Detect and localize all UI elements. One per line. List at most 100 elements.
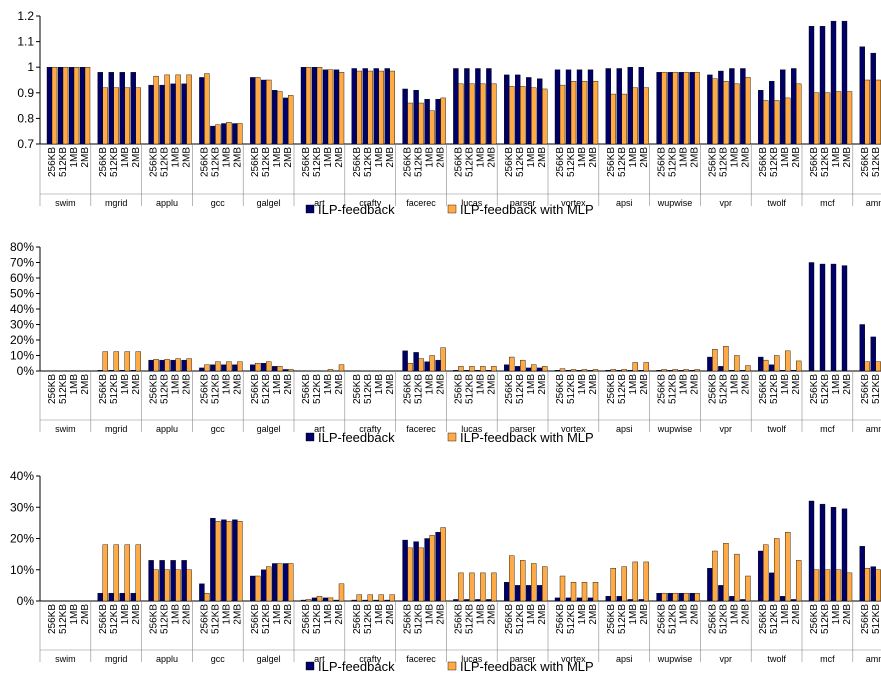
- group-label: twolf: [767, 654, 786, 664]
- bar: [469, 572, 475, 602]
- bar: [210, 125, 216, 145]
- x-tick-label: 256KB: [250, 147, 261, 177]
- legend-swatch: [447, 661, 457, 671]
- x-tick-label: 256KB: [98, 374, 109, 404]
- bar: [170, 560, 176, 602]
- bar: [407, 102, 413, 145]
- bar: [780, 370, 786, 372]
- x-tick-label: 256KB: [504, 147, 515, 177]
- bar: [632, 561, 638, 602]
- bar: [338, 583, 345, 602]
- x-tick-label: 512KB: [515, 604, 526, 634]
- bar: [723, 346, 729, 372]
- bar: [288, 369, 294, 372]
- x-tick-label: 512KB: [58, 147, 69, 177]
- x-tick-label: 256KB: [199, 604, 210, 634]
- bar: [153, 569, 159, 602]
- legend-label: ILP-feedback: [318, 430, 395, 445]
- x-tick-label: 256KB: [860, 147, 871, 177]
- x-tick-label: 256KB: [758, 147, 769, 177]
- x-tick-label: 512KB: [414, 604, 425, 634]
- bar: [204, 364, 210, 372]
- bar: [491, 366, 497, 372]
- bar: [175, 569, 181, 602]
- bar: [638, 66, 644, 145]
- x-tick-label: 256KB: [606, 147, 617, 177]
- bar: [526, 367, 532, 372]
- x-tick-label: 2MB: [588, 147, 599, 168]
- x-tick-label: 512KB: [566, 147, 577, 177]
- bar: [221, 123, 227, 145]
- bar: [480, 83, 486, 145]
- bar: [175, 358, 181, 372]
- group-label: lucas: [461, 198, 483, 208]
- x-tick-label: 512KB: [414, 147, 425, 177]
- x-tick-label: 512KB: [617, 147, 628, 177]
- bar: [249, 364, 256, 372]
- bar: [729, 370, 735, 372]
- x-tick-label: 512KB: [261, 147, 272, 177]
- x-tick-label: 256KB: [758, 604, 769, 634]
- x-tick-label: 1MB: [69, 604, 80, 625]
- x-tick-label: 2MB: [436, 604, 447, 625]
- bar: [616, 596, 622, 602]
- group-label: apsi: [616, 654, 633, 664]
- bar: [164, 74, 170, 145]
- bar: [148, 84, 154, 145]
- bar: [565, 370, 572, 372]
- x-tick-label: 256KB: [504, 374, 515, 404]
- bar: [616, 370, 622, 372]
- bar: [763, 359, 769, 372]
- x-tick-label: 1MB: [679, 604, 690, 625]
- bar: [311, 597, 318, 602]
- bar: [621, 566, 627, 602]
- bar: [322, 597, 329, 602]
- bar: [718, 366, 724, 372]
- x-tick-label: 1MB: [425, 374, 436, 395]
- bar: [581, 582, 588, 602]
- bar: [780, 596, 786, 602]
- bar: [261, 79, 267, 145]
- bar: [333, 599, 340, 602]
- x-tick-label: 256KB: [250, 604, 261, 634]
- bar: [464, 599, 470, 602]
- x-tick-label: 512KB: [769, 147, 780, 177]
- bar: [458, 83, 464, 145]
- y-tick-label: 30%: [10, 500, 34, 514]
- bar: [327, 597, 334, 602]
- group-label: ammp: [866, 424, 881, 434]
- x-tick-label: 1MB: [780, 374, 791, 395]
- x-tick-label: 512KB: [668, 604, 679, 634]
- bar: [581, 81, 588, 145]
- bar: [672, 369, 678, 372]
- x-tick-label: 1MB: [374, 604, 385, 625]
- bar: [300, 66, 307, 145]
- legend-swatch: [447, 204, 457, 214]
- x-tick-label: 512KB: [617, 374, 628, 404]
- x-tick-label: 256KB: [149, 147, 160, 177]
- bar: [554, 370, 561, 372]
- group-label: mgrid: [105, 654, 128, 664]
- x-tick-label: 1MB: [526, 604, 537, 625]
- bar: [407, 547, 413, 602]
- x-tick-label: 256KB: [555, 604, 566, 634]
- x-tick-label: 512KB: [210, 604, 221, 634]
- x-tick-label: 2MB: [283, 604, 294, 625]
- bar: [864, 79, 870, 145]
- x-tick-label: 256KB: [403, 604, 414, 634]
- x-tick-label: 2MB: [588, 374, 599, 395]
- bar: [683, 72, 689, 145]
- bar: [407, 363, 413, 372]
- bar: [221, 364, 227, 372]
- bar: [311, 66, 318, 145]
- bar: [504, 364, 510, 372]
- bar: [616, 68, 622, 145]
- x-tick-label: 1MB: [628, 147, 639, 168]
- x-tick-label: 2MB: [791, 604, 802, 625]
- x-tick-label: 512KB: [515, 147, 526, 177]
- bar: [813, 569, 820, 602]
- bar: [378, 70, 384, 145]
- bar: [164, 359, 170, 372]
